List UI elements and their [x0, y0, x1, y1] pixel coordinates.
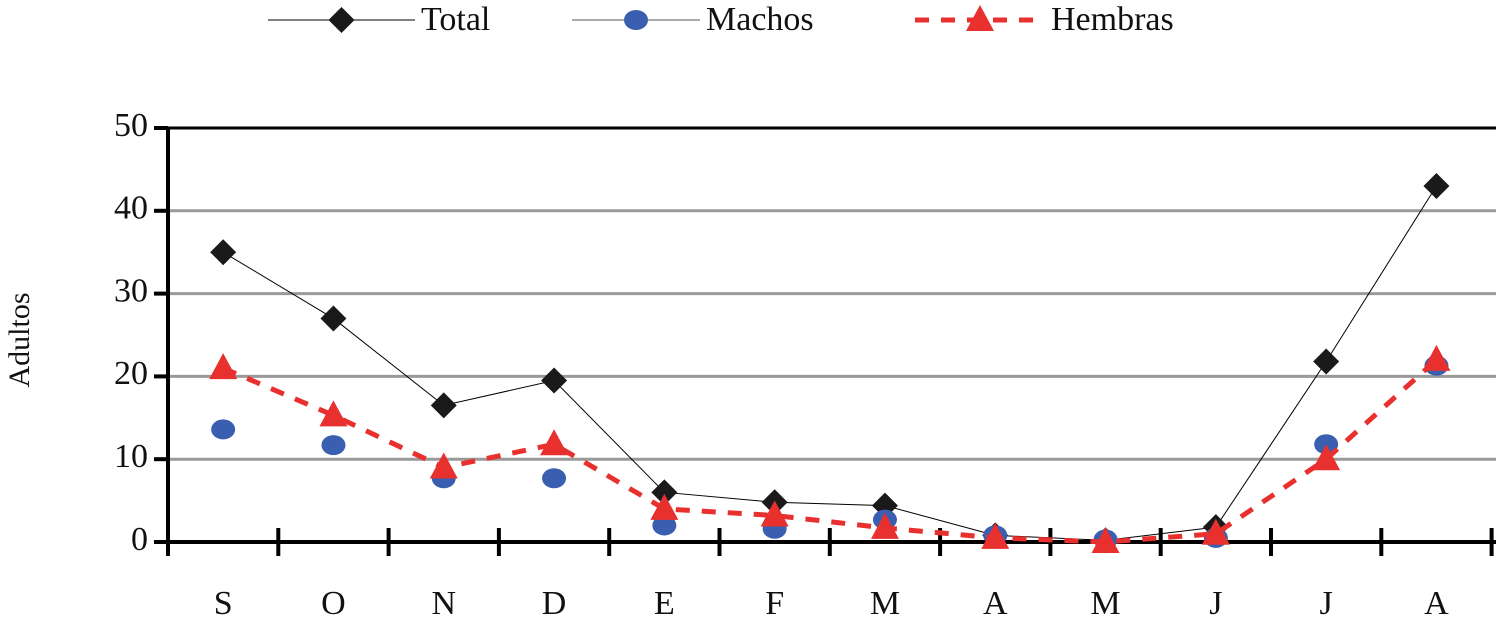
marker — [1422, 344, 1451, 371]
x-tick-label: F — [765, 585, 784, 622]
marker — [328, 7, 355, 33]
marker — [321, 435, 346, 456]
marker — [981, 522, 1010, 549]
marker — [624, 10, 648, 30]
marker — [870, 512, 899, 539]
x-tick-label: A — [1424, 585, 1449, 622]
marker — [651, 479, 678, 506]
marker — [210, 239, 237, 266]
series-line — [222, 357, 1439, 545]
x-tick-label: J — [1209, 585, 1222, 622]
series-line — [222, 185, 1437, 541]
x-tick-label: A — [983, 585, 1008, 622]
marker — [650, 493, 679, 520]
marker — [1201, 518, 1230, 545]
y-tick-label: 10 — [114, 438, 148, 475]
marker — [1423, 172, 1450, 199]
marker — [541, 367, 568, 394]
marker — [209, 353, 238, 380]
marker — [320, 305, 347, 332]
legend-item: Machos — [572, 1, 814, 38]
x-tick-label: M — [870, 585, 900, 622]
y-tick-label: 50 — [114, 107, 148, 144]
y-tick-label: 0 — [131, 521, 148, 558]
x-tick-label: O — [321, 585, 346, 622]
marker — [966, 5, 994, 31]
marker — [430, 392, 457, 419]
legend-label: Hembras — [1051, 1, 1174, 38]
legend-label: Machos — [706, 1, 814, 38]
y-axis-label: Adultos — [3, 292, 36, 387]
marker — [542, 468, 567, 489]
y-tick-label: 40 — [114, 190, 148, 227]
x-tick-label: N — [431, 585, 456, 622]
legend-label: Total — [421, 1, 490, 38]
marker — [319, 400, 348, 427]
legend-item: Total — [268, 1, 490, 38]
marker — [1312, 444, 1341, 471]
x-tick-label: E — [654, 585, 675, 622]
marker — [1091, 527, 1120, 553]
x-tick-label: D — [542, 585, 567, 622]
x-tick-label: S — [214, 585, 233, 622]
marker — [1313, 348, 1340, 375]
x-tick-label: J — [1320, 585, 1333, 622]
marker — [540, 429, 569, 456]
y-tick-label: 30 — [114, 272, 148, 309]
marker — [429, 452, 458, 479]
marker — [652, 515, 677, 536]
marker — [760, 500, 789, 527]
legend-item: Hembras — [915, 1, 1174, 38]
marker — [211, 419, 236, 440]
x-tick-label: M — [1090, 585, 1120, 622]
y-tick-label: 20 — [114, 355, 148, 392]
